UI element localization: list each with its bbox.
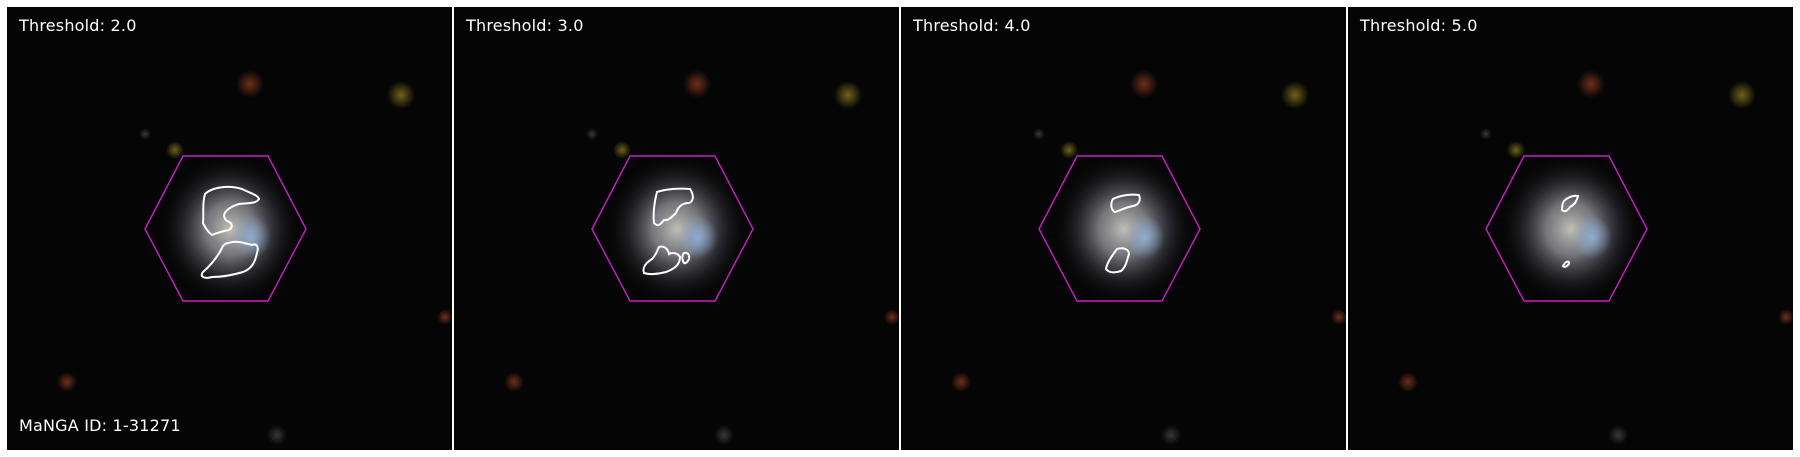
threshold-label: Threshold: 4.0 — [913, 16, 1031, 35]
image-panel-4: Threshold: 5.0 — [1348, 7, 1793, 450]
image-panel-2: Threshold: 3.0 — [454, 7, 899, 450]
threshold-label: Threshold: 3.0 — [466, 16, 584, 35]
contour-small — [681, 251, 691, 265]
image-panel-3: Threshold: 4.0 — [901, 7, 1346, 450]
contour-lower — [200, 240, 259, 279]
contour-lower — [1561, 260, 1571, 268]
manga-id-label: MaNGA ID: 1-31271 — [19, 416, 181, 435]
contour-lower — [1104, 247, 1131, 274]
galaxy-image-1 — [7, 7, 452, 450]
galaxy-image-2 — [454, 7, 899, 450]
contour-upper — [1560, 194, 1580, 213]
contour-upper — [1110, 193, 1141, 214]
ifu-hexagon — [1485, 155, 1648, 302]
galaxy-image-3 — [901, 7, 1346, 450]
image-panel-1: Threshold: 2.0 MaNGA ID: 1-31271 — [7, 7, 452, 450]
ifu-hexagon — [1038, 155, 1201, 302]
ifu-hexagon — [591, 155, 754, 302]
threshold-label: Threshold: 5.0 — [1360, 16, 1478, 35]
threshold-label: Threshold: 2.0 — [19, 16, 137, 35]
contour-upper — [652, 187, 694, 227]
contour-lower — [642, 245, 682, 276]
ifu-hexagon — [144, 155, 307, 302]
contour-upper — [201, 185, 261, 237]
galaxy-image-4 — [1348, 7, 1793, 450]
